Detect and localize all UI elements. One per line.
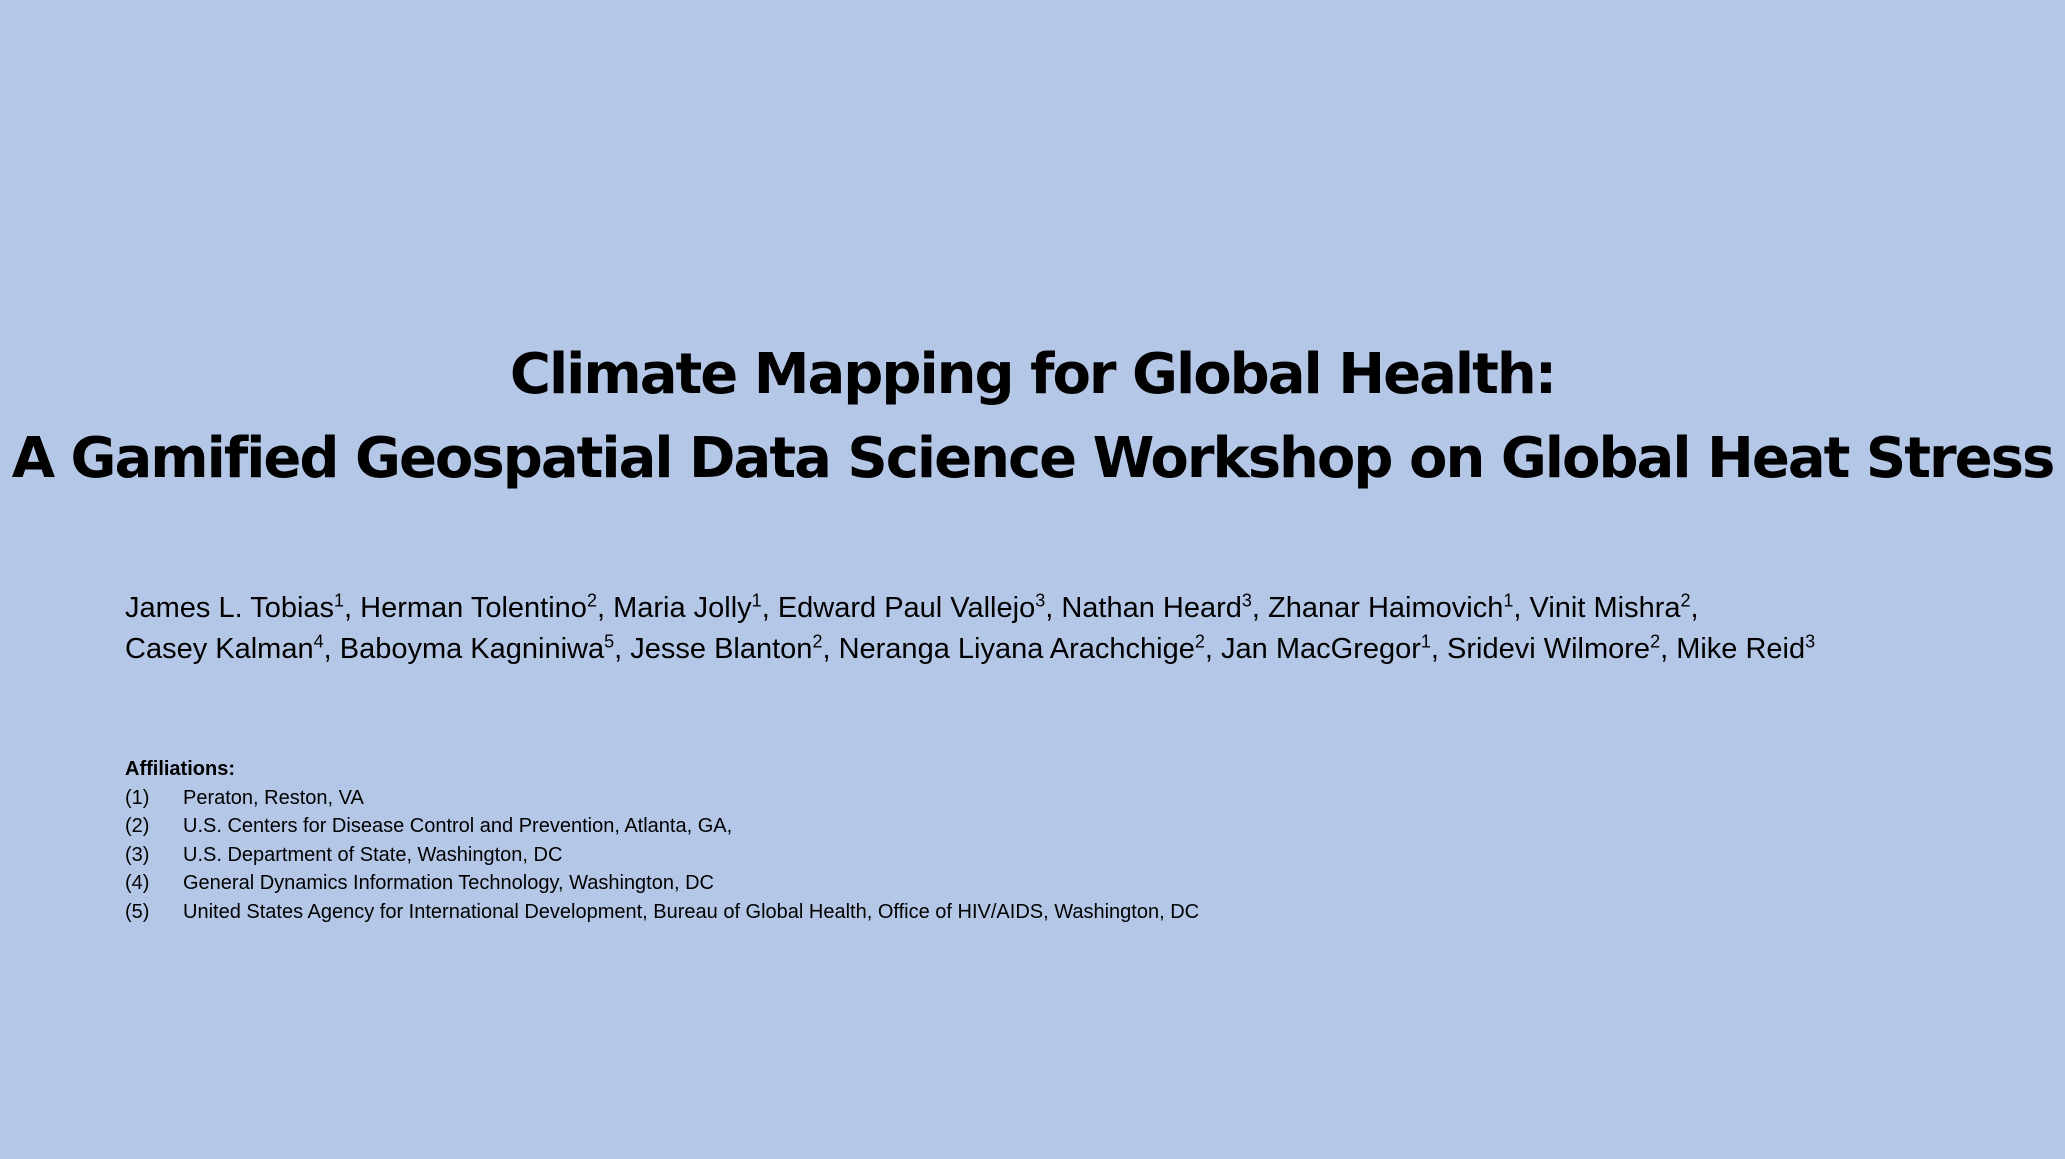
author: James L. Tobias1, xyxy=(125,590,361,624)
affiliation-number: (5) xyxy=(125,900,150,923)
title-line-2: A Gamified Geospatial Data Science Works… xyxy=(11,426,2056,491)
author: Casey Kalman4, xyxy=(125,631,340,665)
affiliation-number: (2) xyxy=(125,815,150,837)
author: Zhanar Haimovich1, xyxy=(1268,590,1530,624)
affiliation-marker: 2 xyxy=(1650,631,1661,652)
affiliation-marker: 2 xyxy=(812,631,823,652)
affiliation-marker: 3 xyxy=(1805,631,1816,652)
affiliation-marker: 3 xyxy=(1035,590,1046,611)
affiliation-marker: 1 xyxy=(751,590,762,611)
affiliation-marker: 2 xyxy=(586,590,597,611)
affiliation-marker: 2 xyxy=(1680,590,1691,611)
affiliation-marker: 1 xyxy=(1503,590,1514,611)
affiliation-item: (1) Peraton, Reston, VA xyxy=(125,784,1625,813)
affiliation-marker: 4 xyxy=(313,631,324,652)
affiliation-marker: 3 xyxy=(1241,590,1252,611)
title-line-1: Climate Mapping for Global Health: xyxy=(509,342,1557,407)
affiliation-text: United States Agency for International D… xyxy=(183,900,1200,923)
affiliation-marker: 1 xyxy=(1420,631,1431,652)
affiliation-text: Peraton, Reston, VA xyxy=(183,786,364,809)
affiliation-text: U.S. Centers for Disease Control and Pre… xyxy=(183,815,733,837)
author-line-1: James L. Tobias1, Herman Tolentino2, Mar… xyxy=(125,588,2005,629)
affiliation-item: (3) U.S. Department of State, Washington… xyxy=(125,841,1625,870)
affiliation-number: (1) xyxy=(125,786,150,809)
author-list: James L. Tobias1, Herman Tolentino2, Mar… xyxy=(125,588,2005,670)
affiliation-marker: 2 xyxy=(1194,631,1205,652)
affiliation-marker: 5 xyxy=(604,631,615,652)
author: Edward Paul Vallejo3, xyxy=(777,590,1062,624)
affiliations-list: Affiliations: (1) Peraton, Reston, VA (2… xyxy=(125,755,1625,926)
author: Sridevi Wilmore2, xyxy=(1447,631,1677,665)
affiliation-number: (3) xyxy=(125,843,150,866)
author: Nathan Heard3, xyxy=(1061,590,1269,624)
author: Herman Tolentino2, xyxy=(360,590,614,624)
affiliation-item: (5) United States Agency for Internation… xyxy=(125,898,1625,927)
author: Vinit Mishra2, xyxy=(1529,590,1699,624)
author: Baboyma Kagniniwa5, xyxy=(339,631,631,665)
affiliation-text: U.S. Department of State, Washington, DC xyxy=(183,843,563,866)
author: Jan MacGregor1, xyxy=(1221,631,1448,665)
author: Jesse Blanton2, xyxy=(630,631,839,665)
affiliation-item: (2) U.S. Centers for Disease Control and… xyxy=(125,812,1625,841)
affiliation-number: (4) xyxy=(125,872,150,894)
affiliation-text: General Dynamics Information Technology,… xyxy=(183,872,714,894)
slide-title: Climate Mapping for Global Health: A Gam… xyxy=(0,333,2065,501)
affiliations-heading: Affiliations: xyxy=(125,758,235,780)
author: Mike Reid3 xyxy=(1676,631,1816,665)
affiliation-marker: 1 xyxy=(334,590,345,611)
affiliation-item: (4) General Dynamics Information Technol… xyxy=(125,869,1625,898)
author-line-2: Casey Kalman4, Baboyma Kagniniwa5, Jesse… xyxy=(125,629,2005,670)
author: Maria Jolly1, xyxy=(613,590,778,624)
author: Neranga Liyana Arachchige2, xyxy=(838,631,1222,665)
